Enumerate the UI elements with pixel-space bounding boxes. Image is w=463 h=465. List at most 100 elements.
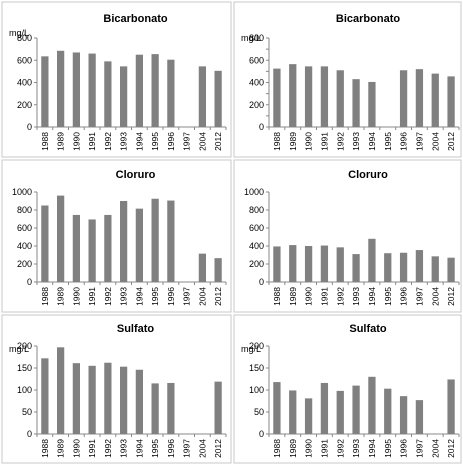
bar-1995 — [384, 388, 392, 434]
y-tick-label: 400 — [249, 241, 264, 251]
y-tick-label: 800 — [17, 205, 32, 215]
x-tick-label: 2012 — [446, 287, 456, 306]
x-tick-label: 1991 — [319, 132, 329, 151]
bar-1994 — [368, 376, 376, 434]
y-tick-label: 0 — [259, 429, 264, 439]
x-tick-label: 1993 — [351, 132, 361, 151]
y-tick-label: 0 — [259, 277, 264, 287]
bar-1996 — [167, 200, 175, 282]
x-tick-label: 1990 — [71, 287, 81, 306]
x-tick-label: 1994 — [367, 132, 377, 151]
bar-1994 — [135, 369, 143, 434]
x-tick-label: 1994 — [134, 439, 144, 458]
x-tick-label: 1996 — [166, 287, 176, 306]
bar-1995 — [151, 383, 159, 434]
bar-1995 — [151, 54, 159, 127]
bar-1991 — [320, 66, 329, 127]
x-tick-label: 1992 — [335, 439, 345, 458]
bar-1988 — [273, 382, 281, 434]
x-tick-label: 1997 — [414, 132, 424, 151]
y-tick-label: 600 — [17, 223, 32, 233]
y-axis-unit: mg/L — [241, 33, 261, 43]
bar-1993 — [120, 201, 128, 282]
x-tick-label: 1996 — [399, 287, 409, 306]
bar-1990 — [72, 214, 80, 282]
x-tick-label: 1992 — [335, 287, 345, 306]
chart-panel-4: Cloruro 0 200 400 600 800 1000 1988 1989 1990 1991… — [233, 159, 462, 313]
x-tick-label: 1991 — [319, 287, 329, 306]
bar-1988 — [273, 246, 281, 282]
x-tick-label: 2004 — [430, 287, 440, 306]
x-tick-label: 1988 — [272, 439, 282, 458]
bar-1988 — [273, 68, 281, 127]
x-tick-label: 1993 — [351, 439, 361, 458]
chart-title: Bicarbonato — [336, 13, 400, 25]
bar-1989 — [289, 245, 297, 282]
bar-1997 — [415, 250, 424, 282]
x-tick-label: 1990 — [304, 439, 314, 458]
x-tick-label: 1997 — [414, 287, 424, 306]
y-tick-label: 0 — [27, 277, 32, 287]
x-tick-label: 1995 — [150, 439, 160, 458]
bar-1991 — [88, 365, 96, 434]
chart-panel-2: Bicarbonato mg/L 0 200 400 600 800 1988 1989 1990… — [233, 1, 462, 158]
x-tick-label: 1989 — [288, 287, 298, 306]
y-tick-label: 50 — [254, 407, 264, 417]
x-tick-label: 2012 — [213, 287, 223, 306]
bar-1992 — [336, 70, 344, 127]
x-tick-label: 1990 — [71, 439, 81, 458]
bar-1990 — [304, 66, 313, 127]
y-axis-unit: mg/L — [9, 344, 29, 354]
x-tick-label: 1988 — [40, 287, 50, 306]
bar-1995 — [384, 253, 392, 282]
x-tick-label: 1990 — [304, 287, 314, 306]
chart-panel-5: Sulfato mg/L 0 50 100 150 200 1988 1989 1990 1991 1… — [1, 314, 232, 464]
y-tick-label: 400 — [249, 78, 264, 88]
x-tick-label: 1995 — [383, 439, 393, 458]
x-tick-label: 1997 — [414, 439, 424, 458]
y-tick-label: 0 — [27, 429, 32, 439]
x-tick-label: 1989 — [56, 287, 66, 306]
y-tick-label: 100 — [249, 385, 264, 395]
x-tick-label: 1995 — [150, 132, 160, 151]
bar-1992 — [104, 214, 112, 282]
y-tick-label: 1000 — [244, 187, 264, 197]
y-tick-label: 600 — [249, 223, 264, 233]
panel-border — [233, 159, 462, 313]
panel-border — [1, 1, 232, 158]
x-tick-label: 1993 — [119, 287, 129, 306]
bar-1989 — [289, 64, 297, 127]
chart-panel-6: Sulfato mg/L 0 50 100 150 200 1988 1989 1990 1991 1… — [233, 314, 462, 464]
chart-panel-3: Cloruro 0 200 400 600 800 1000 1988 1989 1990 1991… — [1, 159, 232, 313]
y-tick-label: 150 — [17, 363, 32, 373]
y-tick-label: 200 — [249, 341, 264, 351]
x-tick-label: 1988 — [40, 439, 50, 458]
bar-1991 — [320, 382, 329, 434]
bar-2012 — [447, 76, 455, 127]
bar-1993 — [120, 366, 128, 434]
bar-1992 — [104, 61, 112, 127]
bar-1997 — [415, 400, 424, 434]
bar-2012 — [214, 258, 222, 282]
bar-1996 — [399, 396, 408, 434]
y-tick-label: 600 — [17, 55, 32, 65]
y-tick-label: 200 — [249, 100, 264, 110]
bar-1992 — [336, 390, 344, 434]
x-tick-label: 2012 — [446, 132, 456, 151]
x-tick-label: 1992 — [103, 439, 113, 458]
panel-border — [233, 314, 462, 464]
y-axis-unit: mg/L — [241, 344, 261, 354]
chart-title: Sulfato — [349, 323, 387, 335]
bar-1992 — [104, 362, 112, 434]
y-tick-label: 150 — [249, 363, 264, 373]
x-tick-label: 1996 — [166, 439, 176, 458]
bar-1989 — [289, 390, 297, 434]
y-axis-unit: mg/L — [9, 28, 29, 38]
bar-1989 — [57, 195, 65, 282]
x-tick-label: 1995 — [150, 287, 160, 306]
panel-border — [233, 1, 462, 158]
x-tick-label: 1991 — [87, 287, 97, 306]
bar-1990 — [72, 363, 80, 434]
y-tick-label: 1000 — [12, 187, 32, 197]
x-tick-label: 1989 — [56, 132, 66, 151]
